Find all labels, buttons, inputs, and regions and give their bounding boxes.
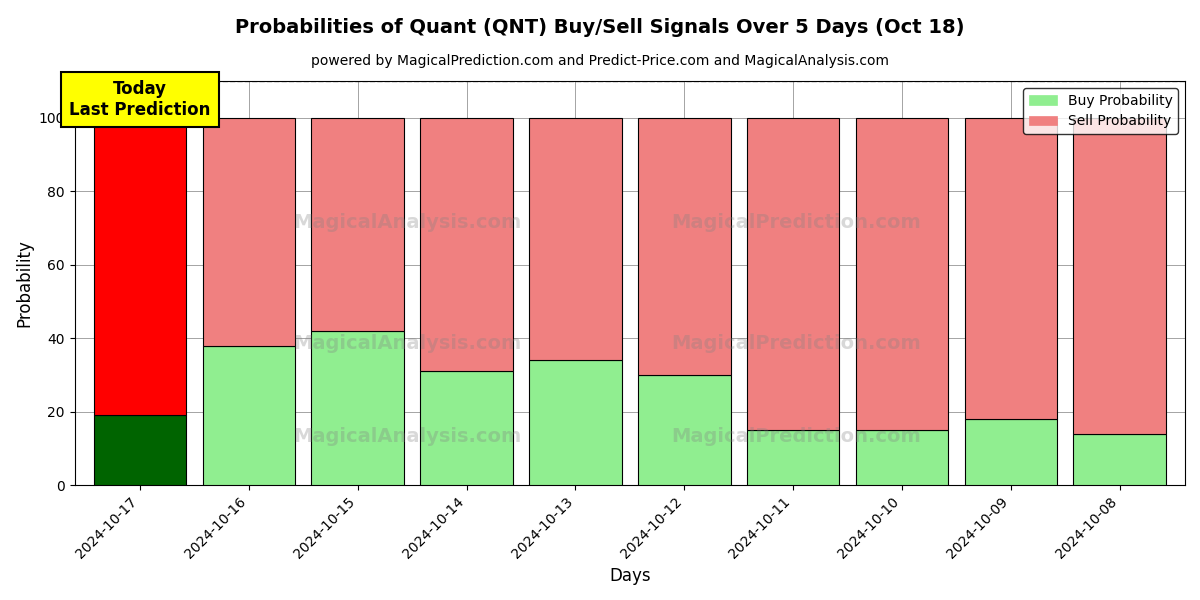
- Bar: [312, 331, 404, 485]
- Legend: Buy Probability, Sell Probability: Buy Probability, Sell Probability: [1024, 88, 1178, 134]
- Bar: [529, 360, 622, 485]
- Text: MagicalPrediction.com: MagicalPrediction.com: [672, 334, 922, 353]
- Bar: [94, 118, 186, 415]
- Text: powered by MagicalPrediction.com and Predict-Price.com and MagicalAnalysis.com: powered by MagicalPrediction.com and Pre…: [311, 54, 889, 68]
- Text: MagicalAnalysis.com: MagicalAnalysis.com: [294, 213, 522, 232]
- Text: MagicalPrediction.com: MagicalPrediction.com: [672, 427, 922, 446]
- Text: MagicalPrediction.com: MagicalPrediction.com: [672, 213, 922, 232]
- Bar: [965, 419, 1057, 485]
- Bar: [856, 430, 948, 485]
- Text: Probabilities of Quant (QNT) Buy/Sell Signals Over 5 Days (Oct 18): Probabilities of Quant (QNT) Buy/Sell Si…: [235, 18, 965, 37]
- Text: MagicalAnalysis.com: MagicalAnalysis.com: [294, 334, 522, 353]
- Bar: [312, 118, 404, 331]
- Bar: [746, 118, 839, 430]
- Bar: [420, 371, 512, 485]
- Bar: [420, 118, 512, 371]
- X-axis label: Days: Days: [610, 567, 650, 585]
- Y-axis label: Probability: Probability: [16, 239, 34, 327]
- Bar: [203, 118, 295, 346]
- Bar: [746, 430, 839, 485]
- Bar: [1074, 434, 1166, 485]
- Bar: [94, 415, 186, 485]
- Bar: [965, 118, 1057, 419]
- Bar: [1074, 118, 1166, 434]
- Bar: [638, 375, 731, 485]
- Bar: [529, 118, 622, 360]
- Bar: [203, 346, 295, 485]
- Text: Today
Last Prediction: Today Last Prediction: [70, 80, 211, 119]
- Bar: [638, 118, 731, 375]
- Bar: [856, 118, 948, 430]
- Text: MagicalAnalysis.com: MagicalAnalysis.com: [294, 427, 522, 446]
